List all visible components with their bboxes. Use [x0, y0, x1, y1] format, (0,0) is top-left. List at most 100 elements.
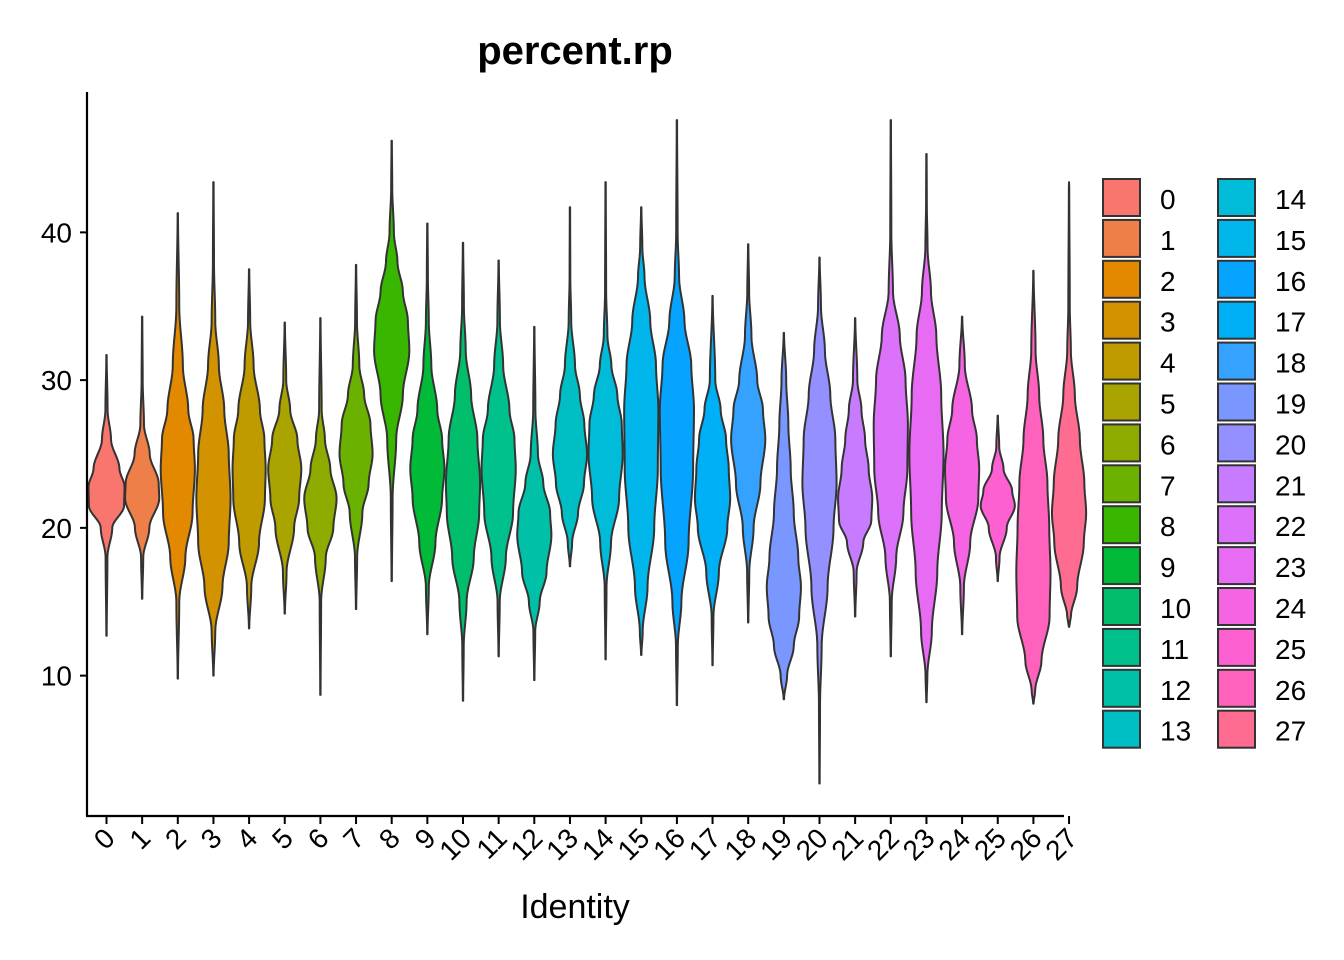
legend-label-26: 26 — [1275, 675, 1306, 706]
violin-6 — [303, 317, 338, 696]
legend-key-11 — [1102, 627, 1141, 667]
legend-label-7: 7 — [1160, 470, 1176, 501]
x-tick-label-4: 4 — [230, 822, 263, 855]
x-tick-label-0: 0 — [88, 822, 121, 855]
y-ticks: 10 20 30 40 — [41, 217, 87, 692]
legend-key-24 — [1217, 587, 1256, 626]
y-tick-label-30: 30 — [41, 365, 72, 396]
legend-key-14 — [1217, 178, 1256, 217]
legend-key-0 — [1102, 178, 1141, 217]
legend-key-12 — [1102, 668, 1141, 708]
x-axis-title: Identity — [520, 888, 630, 926]
legend-key-13 — [1102, 709, 1141, 749]
violin-4 — [231, 268, 267, 630]
legend-label-21: 21 — [1275, 470, 1306, 501]
legend-key-23 — [1217, 546, 1256, 586]
violin-9 — [409, 222, 446, 636]
y-tick-label-40: 40 — [41, 217, 72, 248]
x-tick-label-1: 1 — [123, 822, 156, 855]
y-tick-label-10: 10 — [41, 661, 72, 692]
violin-24 — [944, 315, 981, 636]
legend-key-20 — [1217, 423, 1256, 463]
legend-label-16: 16 — [1275, 266, 1306, 297]
legend-label-2: 2 — [1160, 266, 1176, 297]
violin-3 — [195, 181, 232, 677]
legend-key-16 — [1217, 259, 1256, 299]
legend-key-3 — [1102, 300, 1141, 340]
violin-22 — [872, 119, 909, 658]
legend-key-10 — [1102, 587, 1141, 626]
violin-12 — [516, 325, 553, 682]
legend-key-9 — [1102, 546, 1141, 586]
legend-key-15 — [1217, 218, 1256, 258]
legend-label-15: 15 — [1275, 225, 1306, 256]
legend-label-27: 27 — [1275, 716, 1306, 747]
violin-19 — [765, 331, 802, 701]
violin-18 — [730, 243, 767, 624]
legend-label-23: 23 — [1275, 552, 1306, 583]
legend-label-14: 14 — [1275, 184, 1306, 215]
legend-key-4 — [1102, 341, 1141, 381]
legend-label-0: 0 — [1160, 184, 1176, 215]
legend-label-13: 13 — [1160, 716, 1191, 747]
legend-label-1: 1 — [1160, 225, 1176, 256]
legend-label-3: 3 — [1160, 307, 1176, 338]
legend-label-17: 17 — [1275, 307, 1306, 338]
x-ticks: 0 1 2 3 4 5 6 7 8 9101112131415161718192021222324… — [88, 816, 1083, 866]
legend: 0123456789101112131415161718192021222324… — [1102, 178, 1306, 749]
legend-label-12: 12 — [1160, 675, 1191, 706]
legend-label-9: 9 — [1160, 552, 1176, 583]
legend-key-6 — [1102, 423, 1141, 463]
legend-label-24: 24 — [1275, 593, 1306, 624]
legend-label-18: 18 — [1275, 348, 1306, 379]
legend-label-25: 25 — [1275, 634, 1306, 665]
legend-key-27 — [1217, 709, 1256, 749]
legend-key-17 — [1217, 300, 1256, 340]
x-tick-label-7: 7 — [337, 822, 370, 855]
x-tick-label-6: 6 — [302, 822, 335, 855]
violin-1 — [124, 315, 161, 600]
x-tick-label-27: 27 — [1039, 822, 1083, 866]
legend-key-8 — [1102, 505, 1141, 545]
legend-label-22: 22 — [1275, 511, 1306, 542]
violin-13 — [551, 206, 589, 568]
violin-26 — [1015, 269, 1052, 705]
violin-15 — [623, 206, 660, 656]
x-tick-label-9: 9 — [409, 822, 442, 855]
violin-11 — [480, 259, 517, 658]
violin-2 — [159, 212, 196, 680]
legend-label-8: 8 — [1160, 511, 1176, 542]
legend-label-10: 10 — [1160, 593, 1191, 624]
violin-27 — [1050, 181, 1088, 628]
violin-5 — [267, 321, 303, 615]
violin-17 — [693, 294, 732, 667]
violin-14 — [587, 181, 624, 661]
violin-7 — [338, 263, 374, 611]
legend-key-7 — [1102, 464, 1141, 504]
violin-21 — [837, 317, 874, 618]
legend-key-2 — [1102, 259, 1141, 299]
legend-label-6: 6 — [1160, 429, 1176, 460]
x-tick-label-8: 8 — [373, 822, 406, 855]
chart-title: percent.rp — [477, 29, 673, 73]
violin-20 — [801, 256, 838, 785]
violin-23 — [908, 153, 945, 704]
legend-label-19: 19 — [1275, 389, 1306, 420]
violin-10 — [444, 241, 482, 702]
legend-key-18 — [1217, 341, 1256, 381]
violin-8 — [373, 139, 411, 583]
legend-key-5 — [1102, 382, 1141, 422]
x-tick-label-5: 5 — [266, 822, 299, 855]
violin-25 — [979, 414, 1016, 583]
legend-key-1 — [1102, 218, 1141, 258]
legend-label-20: 20 — [1275, 429, 1306, 460]
x-tick-label-3: 3 — [195, 822, 228, 855]
legend-key-21 — [1217, 464, 1256, 504]
x-tick-label-2: 2 — [159, 822, 192, 855]
violins-group — [87, 119, 1088, 785]
legend-label-4: 4 — [1160, 348, 1176, 379]
violin-16 — [658, 119, 695, 707]
legend-label-11: 11 — [1160, 634, 1189, 665]
violin-0 — [87, 354, 126, 637]
legend-label-5: 5 — [1160, 389, 1176, 420]
